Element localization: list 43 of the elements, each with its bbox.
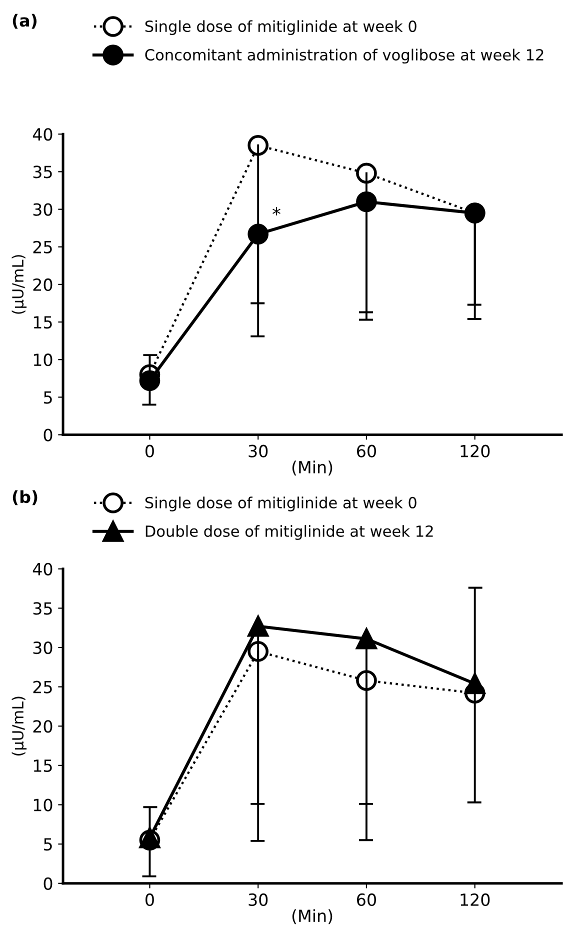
- point: [464, 673, 486, 694]
- legend-label: Single dose of mitiglinide at week 0: [145, 496, 416, 512]
- point: [248, 134, 269, 156]
- x-axis-title: (Min): [292, 460, 332, 476]
- x-tick-label: 30: [248, 444, 268, 458]
- y-tick-label: 0: [44, 877, 52, 890]
- x-tick-label: 0: [146, 444, 154, 458]
- legend-label: Single dose of mitiglinide at week 0: [145, 20, 416, 36]
- y-tick-label: 20: [33, 278, 52, 292]
- legend-label: Double dose of mitiglinide at week 12: [146, 525, 433, 540]
- y-tick-label: 0: [44, 428, 52, 442]
- point: [139, 370, 160, 392]
- annotation: *: [272, 207, 280, 216]
- x-axis-title: (Min): [292, 909, 332, 924]
- x-tick-label: 120: [460, 444, 490, 458]
- point: [248, 616, 269, 637]
- y-tick-label: 30: [33, 641, 52, 654]
- y-tick-label: 40: [32, 562, 52, 576]
- y-tick-label: 15: [34, 760, 52, 772]
- y-axis-title: (μU/mL): [12, 255, 27, 314]
- x-tick-label: 60: [357, 444, 376, 458]
- x-tick-label: 120: [460, 893, 490, 906]
- x-tick-label: 60: [357, 893, 376, 906]
- y-tick-label: 25: [33, 680, 52, 694]
- y-tick-label: 35: [33, 166, 52, 178]
- y-tick-label: 10: [34, 798, 52, 812]
- y-tick-label: 15: [34, 316, 52, 329]
- legend-label: Concomitant administration of voglibose at week 12: [145, 48, 544, 64]
- chart-title: (b): [12, 490, 38, 506]
- y-tick-label: 35: [33, 602, 52, 615]
- y-tick-label: 30: [33, 203, 52, 216]
- y-tick-label: 5: [44, 838, 52, 851]
- y-tick-label: 5: [44, 391, 52, 404]
- y-tick-label: 25: [33, 240, 52, 254]
- y-tick-label: 40: [32, 128, 52, 141]
- x-tick-label: 0: [146, 893, 154, 906]
- point: [356, 628, 377, 650]
- point: [356, 162, 377, 184]
- y-axis-title: (μU/mL): [12, 696, 27, 756]
- x-tick-label: 30: [248, 893, 268, 906]
- y-tick-label: 20: [33, 720, 52, 733]
- chart-title: (a): [12, 14, 37, 29]
- y-tick-label: 10: [34, 354, 52, 366]
